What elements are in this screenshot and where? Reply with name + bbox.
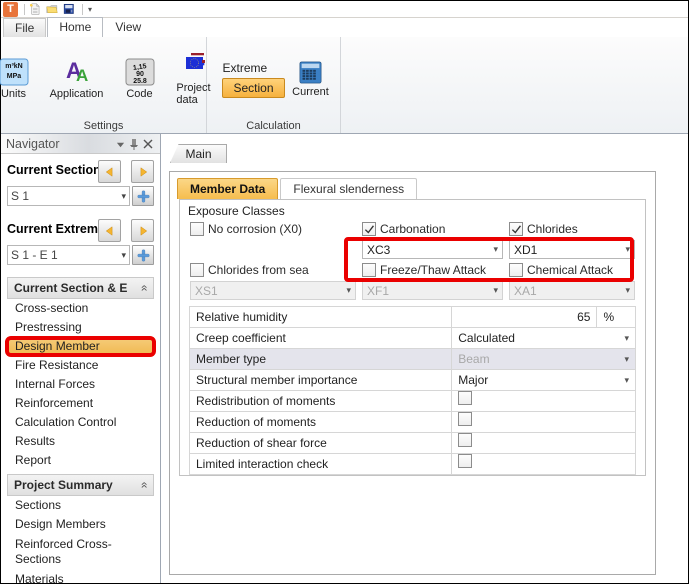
svg-text:90: 90 bbox=[136, 71, 144, 78]
svg-text:25.8: 25.8 bbox=[133, 78, 147, 85]
svg-text:m³kN: m³kN bbox=[5, 63, 23, 70]
svg-text:A: A bbox=[76, 66, 88, 85]
svg-text:MPa: MPa bbox=[6, 73, 21, 80]
